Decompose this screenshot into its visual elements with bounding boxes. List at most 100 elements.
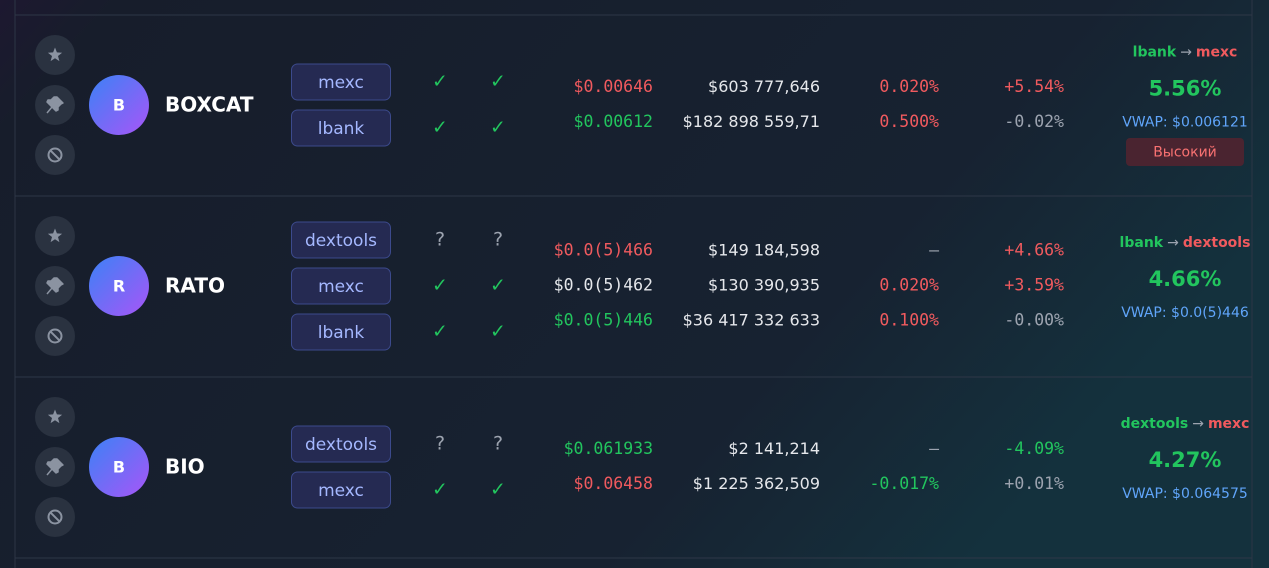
pill-bg xyxy=(291,313,391,351)
volume: $1 225 362,509 xyxy=(693,474,820,493)
vwap: VWAP: $0.006121 xyxy=(1122,115,1248,131)
pin-icon xyxy=(46,277,64,295)
block-icon xyxy=(47,147,63,163)
price: $0.06458 xyxy=(574,474,653,493)
exchange-name: lbank xyxy=(318,323,365,343)
spread: 4.66% xyxy=(1149,267,1222,291)
avatar xyxy=(89,75,149,135)
table-row: B BIO dextools?? $0.061933 $2 141,214 – -4.09%… xyxy=(15,416,1252,559)
price: $0.00612 xyxy=(574,112,653,131)
pin-button[interactable] xyxy=(35,85,75,125)
futures-status: ? xyxy=(493,229,503,251)
favorite-button[interactable] xyxy=(35,397,75,437)
block-button[interactable] xyxy=(35,316,75,356)
change: +4.66% xyxy=(1004,241,1064,260)
spot-status: ✓ xyxy=(432,117,448,139)
funding: -0.017% xyxy=(869,474,939,493)
price: $0.00646 xyxy=(574,77,653,96)
pill-bg xyxy=(291,425,391,463)
futures-status: ? xyxy=(493,433,503,455)
spot-status: ✓ xyxy=(432,479,448,501)
block-button[interactable] xyxy=(35,497,75,537)
route-from: lbank xyxy=(1133,45,1177,61)
symbol: BIO xyxy=(165,455,205,479)
favorite-button[interactable] xyxy=(35,35,75,75)
star-icon xyxy=(47,409,63,424)
block-icon xyxy=(49,511,61,523)
block-icon xyxy=(47,328,63,344)
volume: $182 898 559,71 xyxy=(683,112,820,131)
funding: – xyxy=(929,241,939,260)
table-row: R RATO dextools?? $0.0(5)466 $149 184,598 – +4… xyxy=(15,221,1252,378)
change: -0.02% xyxy=(1004,112,1064,131)
price: $0.0(5)462 xyxy=(554,276,653,295)
spot-status: ✓ xyxy=(432,275,448,297)
exchange-pill[interactable]: mexc xyxy=(291,471,391,509)
futures-status: ✓ xyxy=(490,71,506,93)
change: +5.54% xyxy=(1004,77,1064,96)
spread: 5.56% xyxy=(1149,77,1222,101)
star-icon xyxy=(47,228,63,243)
pin-button[interactable] xyxy=(35,447,75,487)
route-arrow: → xyxy=(1180,45,1192,61)
exchange-pill[interactable]: lbank xyxy=(291,109,391,147)
volume: $130 390,935 xyxy=(708,276,820,295)
exchange-name: mexc xyxy=(318,73,364,93)
pill-bg xyxy=(291,221,391,259)
pin-button[interactable] xyxy=(35,266,75,306)
funding: 0.100% xyxy=(879,311,939,330)
pill-bg xyxy=(291,471,391,509)
pill-bg xyxy=(291,109,391,147)
avatar-letter: R xyxy=(113,277,125,296)
spot-status: ✓ xyxy=(432,321,448,343)
funding: 0.020% xyxy=(879,77,939,96)
futures-status: ✓ xyxy=(490,321,506,343)
vwap: VWAP: $0.064575 xyxy=(1122,486,1248,502)
spot-status: ✓ xyxy=(432,71,448,93)
badge-bg xyxy=(1126,138,1244,166)
futures-status: ✓ xyxy=(490,275,506,297)
change: -0.00% xyxy=(1004,311,1064,330)
star-icon xyxy=(47,47,63,62)
block-icon xyxy=(49,330,61,342)
risk-badge: Высокий xyxy=(1153,145,1217,161)
volume: $149 184,598 xyxy=(708,241,820,260)
symbol: BOXCAT xyxy=(165,93,254,117)
block-icon xyxy=(47,509,63,525)
avatar-letter: B xyxy=(113,458,125,477)
spot-status: ? xyxy=(435,433,445,455)
table-row: B BOXCAT mexc ✓ ✓ $0.00646 $603 777,646 0.020% +… xyxy=(15,45,1252,197)
block-button[interactable] xyxy=(35,135,75,175)
pin-icon xyxy=(46,458,64,476)
route-to: dextools xyxy=(1183,235,1251,251)
block-icon xyxy=(49,149,61,161)
favorite-button[interactable] xyxy=(35,216,75,256)
pin-icon xyxy=(46,96,64,114)
exchange-name: mexc xyxy=(318,481,364,501)
exchange-name: lbank xyxy=(318,119,365,139)
pill-bg xyxy=(291,63,391,101)
route: lbank → dextools xyxy=(1120,235,1251,251)
exchange-name: mexc xyxy=(318,277,364,297)
route-from: dextools xyxy=(1121,416,1189,432)
pill-bg xyxy=(291,267,391,305)
symbol: RATO xyxy=(165,274,225,298)
change: +0.01% xyxy=(1004,474,1064,493)
spread: 4.27% xyxy=(1149,448,1222,472)
route: dextools → mexc xyxy=(1121,416,1250,432)
exchange-pill[interactable]: lbank xyxy=(291,313,391,351)
change: +3.59% xyxy=(1004,276,1064,295)
route-from: lbank xyxy=(1120,235,1164,251)
funding: 0.020% xyxy=(879,276,939,295)
change: -4.09% xyxy=(1004,439,1064,458)
route-arrow: → xyxy=(1167,235,1179,251)
exchange-pill[interactable]: mexc xyxy=(291,267,391,305)
exchange-pill[interactable]: mexc xyxy=(291,63,391,101)
avatar xyxy=(89,437,149,497)
exchange-pill[interactable]: dextools xyxy=(291,221,391,259)
exchange-pill[interactable]: dextools xyxy=(291,425,391,463)
price: $0.0(5)466 xyxy=(554,241,653,260)
avatar xyxy=(89,256,149,316)
